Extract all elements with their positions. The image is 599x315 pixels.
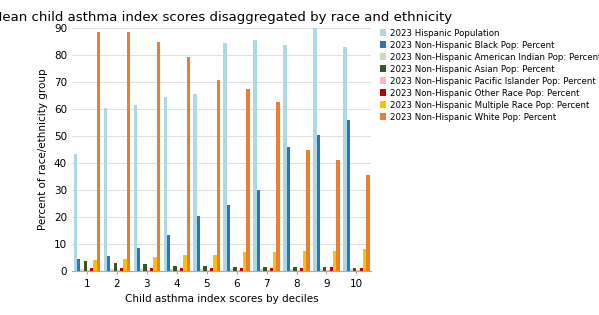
Bar [210, 268, 213, 271]
Bar [193, 94, 197, 271]
Title: Mean child asthma index scores disaggregated by race and ethnicity: Mean child asthma index scores disaggreg… [0, 11, 452, 24]
Bar [204, 266, 207, 271]
Bar [140, 269, 144, 271]
Bar [137, 248, 140, 271]
Bar [363, 249, 367, 271]
Bar [240, 268, 243, 271]
Bar [270, 268, 273, 271]
Bar [287, 147, 290, 271]
Y-axis label: Percent of race/ethnicity group: Percent of race/ethnicity group [38, 69, 49, 231]
Bar [273, 252, 277, 271]
Bar [153, 257, 157, 271]
Bar [234, 267, 237, 271]
Bar [126, 32, 130, 271]
Bar [120, 268, 123, 271]
Bar [180, 268, 183, 271]
Bar [353, 268, 356, 271]
Bar [326, 270, 329, 271]
Bar [329, 267, 333, 271]
Bar [294, 267, 297, 271]
Bar [157, 42, 160, 271]
Bar [346, 120, 350, 271]
Bar [80, 269, 83, 271]
Bar [243, 252, 247, 271]
Bar [313, 20, 316, 271]
Bar [87, 270, 90, 271]
Bar [323, 267, 326, 271]
Bar [230, 269, 234, 271]
Bar [134, 105, 137, 271]
Bar [317, 135, 320, 271]
Bar [237, 270, 240, 271]
Bar [277, 102, 280, 271]
Bar [183, 255, 187, 271]
Bar [300, 268, 303, 271]
Bar [267, 270, 270, 271]
Bar [253, 40, 257, 271]
Bar [110, 269, 114, 271]
Bar [367, 175, 370, 271]
Bar [200, 269, 204, 271]
Bar [123, 259, 127, 271]
X-axis label: Child asthma index scores by deciles: Child asthma index scores by deciles [125, 294, 319, 304]
Bar [290, 269, 294, 271]
Bar [333, 251, 337, 271]
Bar [264, 267, 267, 271]
Bar [77, 259, 80, 271]
Bar [283, 44, 287, 271]
Bar [170, 269, 174, 271]
Bar [164, 97, 167, 271]
Bar [150, 268, 153, 271]
Bar [356, 270, 359, 271]
Bar [147, 270, 150, 271]
Bar [97, 32, 100, 271]
Bar [114, 263, 117, 271]
Bar [187, 57, 190, 271]
Bar [307, 150, 310, 271]
Bar [359, 268, 363, 271]
Bar [83, 261, 87, 271]
Bar [350, 269, 353, 271]
Bar [104, 108, 107, 271]
Bar [167, 234, 170, 271]
Bar [213, 255, 217, 271]
Bar [217, 80, 220, 271]
Bar [117, 270, 120, 271]
Legend: 2023 Hispanic Population, 2023 Non-Hispanic Black Pop: Percent, 2023 Non-Hispani: 2023 Hispanic Population, 2023 Non-Hispa… [379, 28, 599, 123]
Bar [343, 47, 346, 271]
Bar [144, 264, 147, 271]
Bar [207, 270, 210, 271]
Bar [247, 89, 250, 271]
Bar [177, 270, 180, 271]
Bar [74, 154, 77, 271]
Bar [107, 256, 110, 271]
Bar [297, 270, 300, 271]
Bar [227, 205, 230, 271]
Bar [337, 160, 340, 271]
Bar [93, 260, 96, 271]
Bar [256, 190, 260, 271]
Bar [90, 268, 93, 271]
Bar [174, 266, 177, 271]
Bar [196, 216, 200, 271]
Bar [303, 251, 307, 271]
Bar [223, 43, 227, 271]
Bar [320, 269, 323, 271]
Bar [260, 269, 264, 271]
